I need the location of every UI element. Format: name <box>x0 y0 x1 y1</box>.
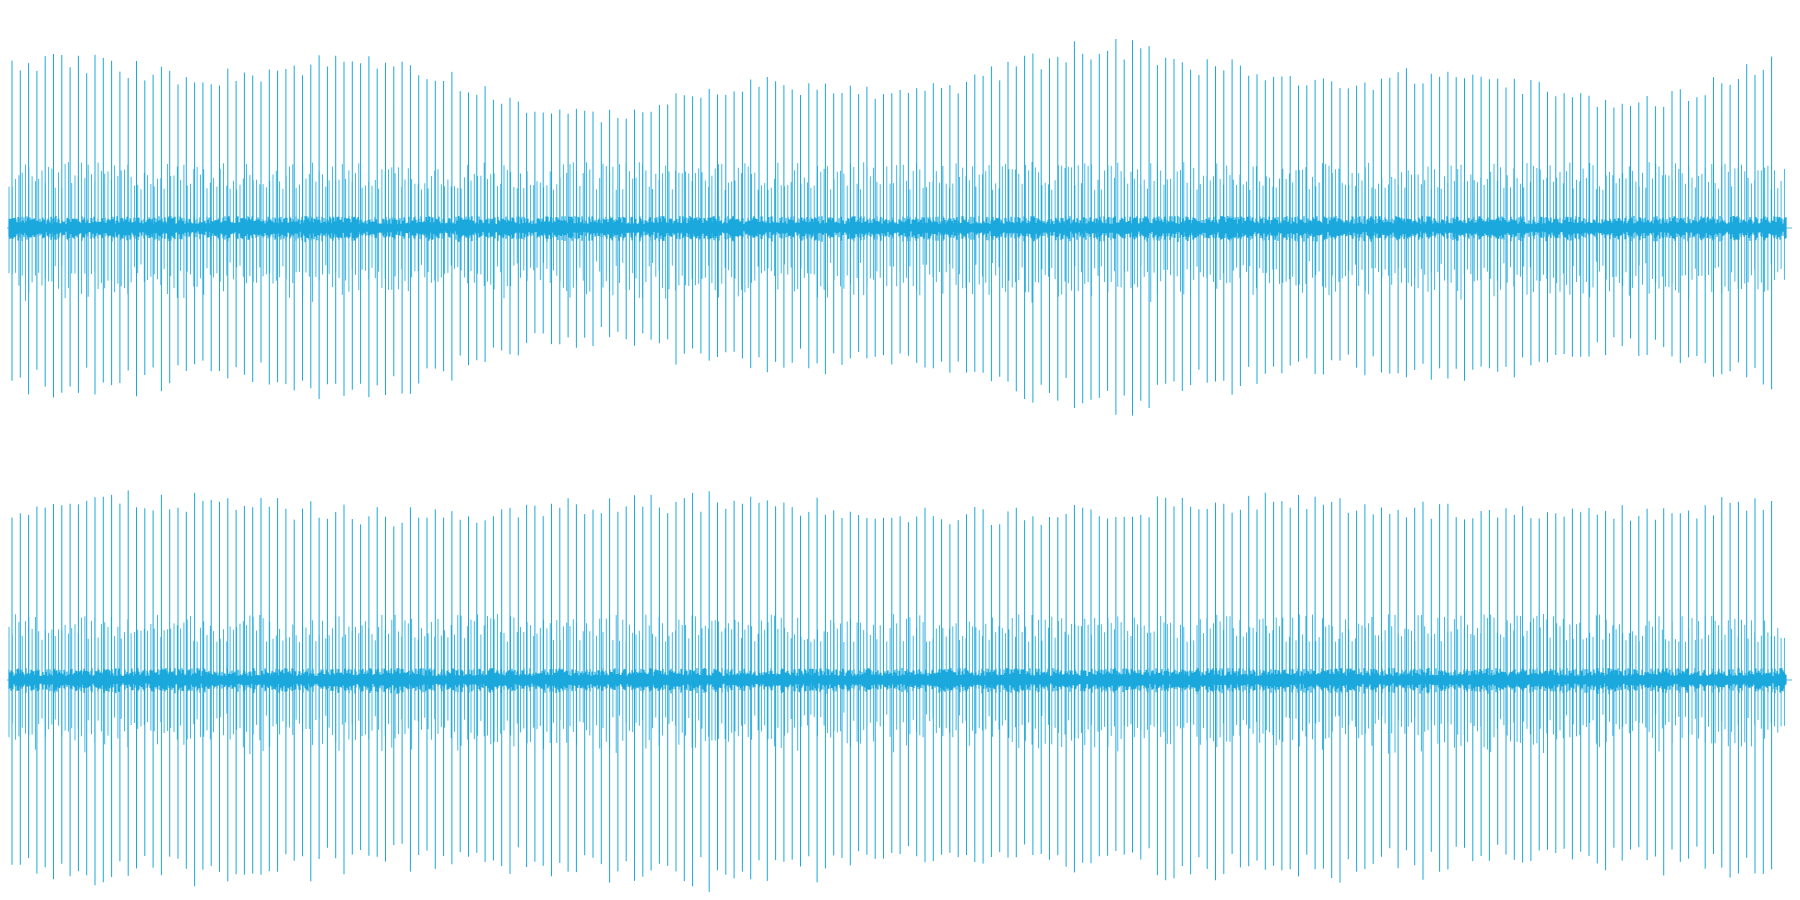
waveform-core <box>8 216 1787 243</box>
waveform-core <box>8 668 1787 695</box>
channel-2 <box>7 490 1792 892</box>
waveform-peaks <box>11 490 1773 892</box>
channel-1 <box>7 39 1792 416</box>
